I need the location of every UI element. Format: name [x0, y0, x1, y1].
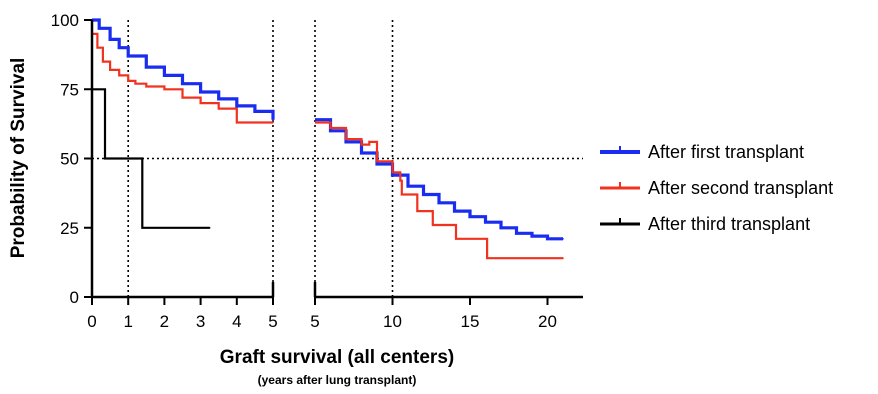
data-point-after-first-transplant-22	[469, 215, 471, 218]
data-point-after-second-transplant-29	[486, 257, 488, 260]
legend-label-after-first-transplant: After first transplant	[648, 142, 804, 162]
legend-label-after-second-transplant: After second transplant	[648, 178, 833, 198]
y-tick-label-50: 50	[60, 150, 79, 169]
data-point-after-first-transplant-19	[422, 193, 425, 196]
data-point-after-second-transplant-16	[360, 143, 363, 146]
data-point-after-first-transplant-1	[98, 27, 100, 30]
y-tick-label-75: 75	[60, 80, 79, 99]
data-point-after-second-transplant-30	[562, 257, 564, 260]
data-point-after-first-transplant-16	[376, 163, 378, 165]
data-point-after-third-transplant-3	[141, 157, 143, 160]
data-point-after-second-transplant-5	[127, 80, 129, 82]
data-point-after-first-transplant-27	[546, 238, 549, 240]
data-point-after-third-transplant-4	[141, 227, 144, 229]
data-point-after-second-transplant-11	[217, 107, 220, 110]
data-point-after-second-transplant-4	[118, 74, 120, 77]
x-tick-label-panel-1-1: 1	[123, 312, 132, 331]
data-point-after-second-transplant-10	[199, 102, 202, 104]
data-point-after-first-transplant-20	[438, 202, 440, 204]
data-point-after-first-transplant-6	[163, 74, 166, 77]
data-point-after-second-transplant-23	[416, 210, 419, 212]
data-point-after-first-transplant-2	[109, 38, 111, 41]
data-point-after-first-transplant-13	[329, 130, 332, 132]
legend-label-after-third-transplant: After third transplant	[648, 214, 810, 234]
data-point-after-first-transplant-28	[562, 238, 564, 240]
series-line-after-first-transplant-panel-2	[315, 118, 563, 241]
x-tick-label-panel-2-15: 15	[461, 312, 480, 331]
x-tick-label-panel-2-20: 20	[538, 312, 557, 331]
data-point-after-second-transplant-19	[391, 171, 394, 174]
x-tick-label-panel-2-10: 10	[383, 312, 402, 331]
data-point-after-first-transplant-24	[500, 227, 502, 229]
data-point-after-first-transplant-7	[181, 82, 184, 85]
y-tick-label-0: 0	[70, 288, 79, 307]
y-tick-label-100: 100	[51, 11, 79, 30]
data-point-after-second-transplant-25	[432, 224, 434, 226]
data-point-after-first-transplant-14	[345, 141, 347, 143]
data-point-after-second-transplant-6	[134, 82, 137, 85]
y-axis-title: Probability of Survival	[8, 58, 29, 259]
data-point-after-first-transplant-8	[199, 91, 202, 93]
x-tick-label-panel-1-4: 4	[232, 312, 241, 331]
data-point-after-first-transplant-4	[127, 55, 129, 57]
data-point-after-first-transplant-23	[484, 221, 487, 223]
data-point-after-third-transplant-2	[104, 157, 106, 160]
data-point-after-third-transplant-5	[208, 227, 211, 229]
data-point-after-second-transplant-8	[163, 88, 166, 91]
x-axis-title: Graft survival (all centers)	[220, 347, 454, 368]
data-point-after-second-transplant-28	[484, 238, 487, 240]
data-point-after-second-transplant-26	[453, 224, 456, 226]
data-point-after-first-transplant-9	[217, 98, 220, 100]
x-tick-label-panel-1-2: 2	[160, 312, 169, 331]
data-point-after-first-transplant-3	[118, 46, 120, 49]
data-point-after-second-transplant-13	[272, 121, 274, 124]
data-point-after-second-transplant-12	[236, 121, 238, 124]
data-point-after-second-transplant-27	[455, 238, 457, 240]
data-point-after-second-transplant-21	[401, 193, 403, 196]
data-point-after-first-transplant-5	[145, 66, 148, 68]
data-point-after-second-transplant-24	[430, 210, 433, 212]
data-point-after-second-transplant-17	[368, 141, 371, 143]
data-point-after-second-transplant-3	[109, 69, 111, 71]
data-point-after-second-transplant-7	[145, 85, 148, 88]
x-axis-subtitle: (years after lung transplant)	[258, 373, 417, 387]
data-point-after-second-transplant-15	[345, 138, 347, 140]
data-point-after-second-transplant-18	[376, 160, 378, 163]
data-point-after-second-transplant-1	[96, 46, 99, 49]
x-tick-label-panel-1-3: 3	[196, 312, 205, 331]
data-point-after-first-transplant-15	[360, 152, 363, 154]
data-point-after-third-transplant-1	[103, 88, 106, 91]
data-point-after-second-transplant-22	[415, 193, 417, 196]
data-point-after-first-transplant-10	[236, 105, 238, 107]
data-point-after-first-transplant-12	[272, 118, 274, 121]
x-tick-label-panel-1-0: 0	[87, 312, 96, 331]
data-point-after-first-transplant-18	[407, 185, 409, 187]
x-tick-label-panel-2-5: 5	[310, 312, 319, 331]
data-point-after-first-transplant-25	[515, 232, 518, 235]
series-line-after-second-transplant-panel-1	[92, 32, 273, 124]
data-point-after-second-transplant-2	[102, 60, 104, 63]
data-point-after-first-transplant-17	[391, 174, 394, 176]
data-point-after-first-transplant-26	[531, 235, 533, 237]
data-point-after-second-transplant-14	[329, 127, 332, 129]
data-point-after-first-transplant-11	[254, 110, 256, 113]
data-point-after-second-transplant-9	[181, 96, 184, 99]
y-tick-label-25: 25	[60, 219, 79, 238]
data-point-after-second-transplant-20	[399, 179, 402, 182]
data-point-after-first-transplant-21	[453, 210, 456, 212]
x-tick-label-panel-1-5: 5	[268, 312, 277, 331]
